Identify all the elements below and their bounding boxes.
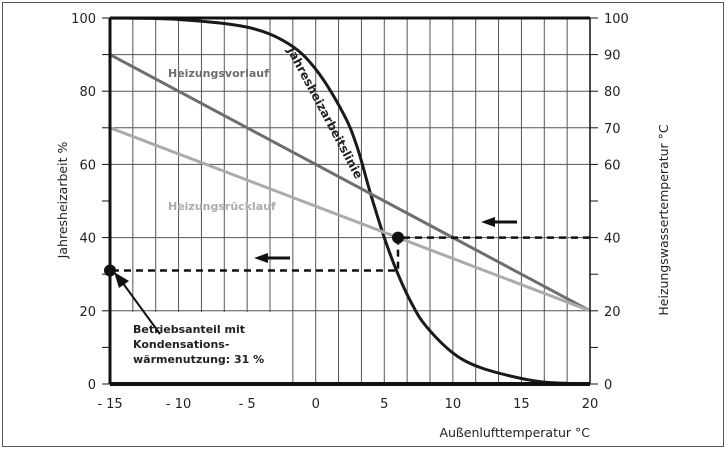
annotation-line-3: wärmenutzung: 31 % — [133, 353, 264, 366]
y-left-tick-label: 0 — [88, 378, 96, 393]
x-tick-label: 0 — [312, 397, 320, 412]
x-tick-label: 10 — [445, 397, 462, 412]
series-line-0 — [109, 16, 591, 386]
axes: - 15 - 10 - 5 0 5 10 15 20 0 20 40 60 80 100 0 20 40 60 70… — [71, 12, 629, 412]
y-right-tick-label: 80 — [604, 85, 621, 100]
x-tick-label: - 5 — [239, 397, 256, 412]
pointer-arrow-icon — [114, 272, 129, 288]
y-right-tick-label: 90 — [604, 49, 621, 64]
pointer-arrow-shaft — [121, 281, 161, 335]
x-tick-label: 5 — [380, 397, 388, 412]
y-right-tick-label: 60 — [604, 158, 621, 173]
x-tick-label: 20 — [582, 397, 599, 412]
annotation-line-1: Betriebsanteil mit — [133, 323, 245, 336]
dashed-guide-line — [110, 236, 590, 272]
annotation-line-2: Kondensations- — [133, 338, 229, 351]
x-tick-label: 15 — [513, 397, 530, 412]
x-axis-label: Außenlufttemperatur °C — [439, 425, 590, 440]
y-left-tick-label: 40 — [79, 232, 96, 247]
marker-point — [392, 231, 404, 244]
y-axis-right-label: Heizungswassertemperatur °C — [656, 124, 671, 316]
y-right-tick-label: 100 — [604, 12, 629, 27]
series-group — [104, 16, 591, 386]
x-tick-label: - 10 — [166, 397, 191, 412]
y-right-tick-label: 40 — [604, 232, 621, 247]
arrow-left-icon-head — [481, 217, 495, 227]
y-right-tick-label: 70 — [604, 122, 621, 137]
y-left-tick-label: 100 — [71, 12, 96, 27]
y-right-tick-label: 20 — [604, 305, 621, 320]
arrow-left-icon-head — [254, 253, 268, 263]
y-left-tick-label: 80 — [79, 85, 96, 100]
y-axis-left-label: Jahresheizarbeit % — [55, 142, 70, 260]
series-label-vorlauf: Heizungsvorlauf — [168, 67, 269, 80]
y-right-tick-label: 0 — [604, 378, 612, 393]
series-label-ruecklauf: Heizungsrücklauf — [168, 200, 276, 213]
series-line-2 — [109, 126, 591, 313]
annotation-background — [112, 312, 292, 382]
series-label-jahresheizarbeitslinie: Jahresheizarbeitslinie — [284, 44, 366, 181]
chart-frame — [2, 2, 724, 447]
y-left-tick-label: 20 — [79, 305, 96, 320]
x-tick-label: - 15 — [97, 397, 122, 412]
y-left-tick-label: 60 — [79, 158, 96, 173]
series-line-1 — [109, 53, 591, 313]
